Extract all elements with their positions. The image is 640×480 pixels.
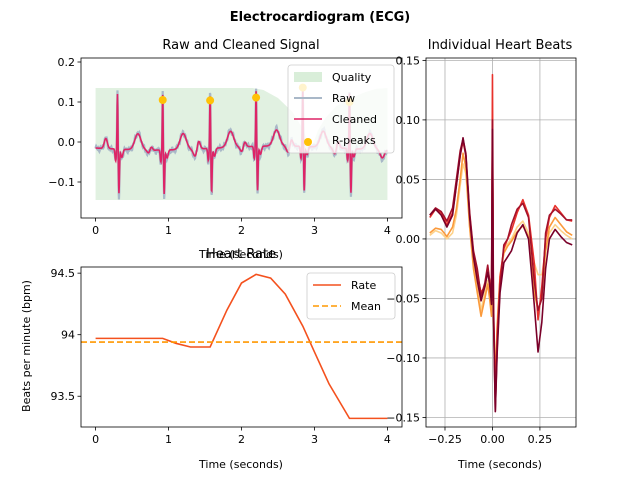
heart-beats-y-tick-label: −0.10	[386, 352, 420, 365]
signal-x-axis-label: Time (seconds)	[198, 248, 283, 261]
heart-beats-x-tick-label: −0.25	[428, 433, 462, 446]
figure-title: Electrocardiogram (ECG)	[230, 10, 411, 25]
heart-beats-y-tick-label: 0.15	[396, 54, 421, 67]
heart-beats-x-axis-label: Time (seconds)	[457, 458, 542, 471]
heart-rate-panel-title: Heart Rate	[206, 247, 276, 262]
heart-rate-x-tick-label: 0	[92, 433, 99, 446]
heart-rate-x-ticks: 0 1 2 3 4	[92, 427, 391, 446]
legend-label: Raw	[332, 92, 355, 105]
r-peak-point	[158, 96, 167, 104]
heart-beats-panel-title: Individual Heart Beats	[428, 38, 573, 53]
legend-r-peaks-swatch	[304, 138, 312, 146]
signal-legend-box	[287, 64, 395, 154]
heart-rate-y-axis-label: Beats per minute (bpm)	[20, 280, 33, 412]
legend-label: Quality	[332, 71, 372, 84]
heart-rate-x-tick-label: 3	[311, 433, 318, 446]
heart-rate-x-tick-label: 1	[165, 433, 172, 446]
signal-panel: Raw and Cleaned Signal 0 1 2 3 4 −0.1 0.0 0.1 0…	[48, 38, 403, 261]
signal-legend: Quality Raw Cleaned R-peaks	[287, 64, 395, 154]
heart-rate-x-tick-label: 2	[238, 433, 245, 446]
heart-beats-y-tick-label: 0.05	[396, 173, 421, 186]
signal-x-tick-label: 2	[238, 224, 245, 237]
r-peak-point	[252, 93, 261, 102]
quality-area	[95, 88, 388, 200]
signal-x-tick-label: 4	[384, 224, 391, 237]
heart-beats-axes-frame	[425, 57, 577, 428]
heart-rate-y-tick-label: 93.5	[51, 390, 76, 403]
heart-rate-y-ticks: 93.5 94 94.5	[51, 267, 81, 403]
heart-rate-y-tick-label: 94	[61, 329, 75, 342]
signal-x-tick-label: 1	[165, 224, 172, 237]
legend-label: Rate	[351, 279, 376, 292]
heart-beats-x-tick-label: 0.25	[528, 433, 553, 446]
signal-x-tick-label: 3	[311, 224, 318, 237]
heart-rate-legend: Rate Mean	[306, 272, 396, 320]
heart-beats-plot-frame	[425, 57, 577, 428]
heart-beats-y-ticks: −0.15 −0.10 −0.05 0.00 0.05 0.10 0.15	[386, 54, 426, 424]
signal-y-tick-label: 0.0	[58, 136, 76, 149]
heart-beats-panel: Individual Heart Beats −0.25 0.00 0.25 −0.…	[386, 38, 577, 471]
signal-panel-title: Raw and Cleaned Signal	[162, 38, 319, 53]
heart-beats-y-tick-label: 0.10	[396, 114, 421, 127]
heart-rate-line	[95, 273, 388, 420]
heart-beats-y-tick-label: −0.05	[386, 292, 420, 305]
signal-y-tick-label: 0.2	[58, 56, 76, 69]
heart-rate-x-axis-label: Time (seconds)	[198, 458, 283, 471]
heart-beats-y-tick-label: 0.00	[396, 233, 421, 246]
heart-rate-panel: Heart Rate 0 1 2 3 4 93.5 94 94.5 Time (second…	[20, 247, 403, 471]
heart-beats-x-ticks: −0.25 0.00 0.25	[428, 427, 552, 446]
heart-beats-y-tick-label: −0.15	[386, 411, 420, 424]
heart-beat-line	[429, 142, 573, 377]
legend-label: Mean	[351, 300, 381, 313]
heart-rate-plot-area	[81, 273, 402, 420]
signal-y-tick-label: −0.1	[48, 176, 75, 189]
heart-beats-grid	[426, 58, 576, 427]
signal-y-ticks: −0.1 0.0 0.1 0.2	[48, 56, 81, 189]
heart-beats-plot-area	[429, 73, 573, 413]
signal-x-tick-label: 0	[92, 224, 99, 237]
r-peak-point	[206, 96, 215, 105]
legend-label: Cleaned	[332, 113, 377, 126]
legend-quality-swatch	[294, 72, 322, 82]
heart-rate-y-tick-label: 94.5	[51, 267, 76, 280]
heart-beat-line	[429, 128, 573, 413]
heart-beats-x-tick-label: 0.00	[480, 433, 505, 446]
signal-y-tick-label: 0.1	[58, 96, 76, 109]
heart-beat-line	[429, 131, 573, 389]
signal-x-ticks: 0 1 2 3 4	[92, 218, 391, 237]
heart-rate-x-tick-label: 4	[384, 433, 391, 446]
legend-label: R-peaks	[332, 134, 376, 147]
